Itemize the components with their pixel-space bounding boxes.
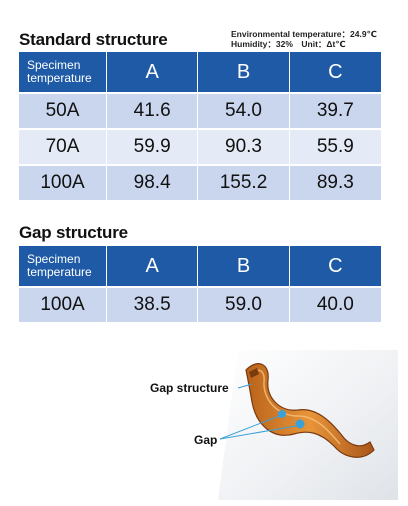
figure-label-gap: Gap	[194, 433, 218, 447]
table-cell: 98.4	[107, 164, 199, 200]
table-header-row: Specimen temperature A B C	[19, 52, 381, 92]
environment-temperature-text: Environmental temperature：24.9℃	[231, 29, 377, 39]
gap-structure-table: Specimen temperature A B C 100A 38.5 59.…	[19, 246, 381, 322]
busbar-shape	[245, 363, 375, 458]
row-label: 70A	[19, 128, 107, 164]
column-header-a: A	[107, 246, 199, 286]
busbar-bolt-hole	[249, 368, 259, 378]
humidity-unit-text: Humidity：32% Unit：Δt℃	[231, 39, 346, 49]
column-header-b: B	[198, 52, 290, 92]
header-line: Specimen	[27, 58, 81, 72]
table-cell: 39.7	[289, 92, 381, 128]
header-line: temperature	[27, 71, 92, 85]
column-header-b: B	[198, 246, 290, 286]
figure-label-gap-structure: Gap structure	[150, 381, 229, 395]
table-cell: 40.0	[289, 286, 381, 322]
busbar-photo	[218, 350, 398, 500]
table-cell: 155.2	[198, 164, 290, 200]
table-cell: 59.0	[198, 286, 290, 322]
column-header-c: C	[289, 246, 381, 286]
specimen-temperature-header: Specimen temperature	[19, 52, 107, 92]
table-row: 100A 38.5 59.0 40.0	[19, 286, 381, 322]
header-line: Specimen	[27, 252, 81, 266]
busbar-edge-highlight	[251, 369, 341, 445]
table-row: 50A 41.6 54.0 39.7	[19, 92, 381, 128]
column-header-c: C	[289, 52, 381, 92]
header-line: temperature	[27, 265, 92, 279]
column-header-a: A	[107, 52, 199, 92]
row-label: 100A	[19, 164, 107, 200]
measurement-conditions: Environmental temperature：24.9℃ Humidity…	[231, 29, 377, 49]
table-cell: 89.3	[289, 164, 381, 200]
specimen-temperature-header: Specimen temperature	[19, 246, 107, 286]
table-row: 100A 98.4 155.2 89.3	[19, 164, 381, 200]
table-cell: 59.9	[107, 128, 199, 164]
structure-pointer-line	[237, 383, 253, 389]
table-header-row: Specimen temperature A B C	[19, 246, 381, 286]
gap-marker-1	[278, 410, 286, 418]
gap-structure-title: Gap structure	[19, 223, 128, 242]
table-cell: 41.6	[107, 92, 199, 128]
standard-structure-table: Specimen temperature A B C 50A 41.6 54.0…	[19, 52, 381, 200]
gap-pointer-line-1	[219, 415, 280, 440]
table-row: 70A 59.9 90.3 55.9	[19, 128, 381, 164]
table-cell: 38.5	[107, 286, 199, 322]
table-cell: 54.0	[198, 92, 290, 128]
gap-marker-2	[295, 419, 305, 429]
table-cell: 90.3	[198, 128, 290, 164]
row-label: 50A	[19, 92, 107, 128]
row-label: 100A	[19, 286, 107, 322]
gap-pointer-line-2	[219, 425, 297, 440]
table-cell: 55.9	[289, 128, 381, 164]
standard-structure-title: Standard structure	[19, 30, 168, 49]
